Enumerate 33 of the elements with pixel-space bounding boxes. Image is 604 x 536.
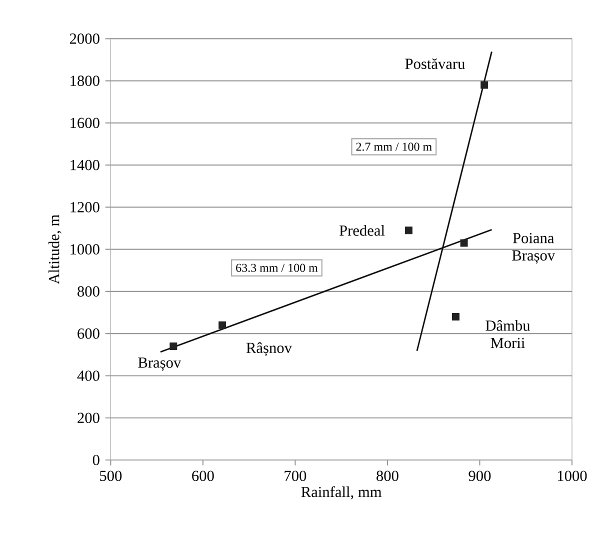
y-tick-label: 800 [78, 286, 100, 297]
point [170, 342, 178, 350]
y-tick-label: 1000 [70, 244, 100, 254]
annotation: 63.3 mm / 100 m [236, 264, 318, 272]
series-label: Predeal [339, 224, 385, 236]
y-tick-label: 200 [78, 412, 100, 424]
y-tick-label: 1200 [70, 202, 100, 212]
x-tick-label: 900 [468, 470, 491, 482]
text: Poiana Brașov [512, 232, 556, 264]
x-tick-label: 700 [284, 470, 306, 482]
x-tick-label: 500 [100, 470, 122, 482]
y-tick-label: 1600 [70, 118, 100, 128]
x-tick-label: 1000 [558, 470, 587, 482]
y-axis-title: Altitude, m [48, 214, 62, 284]
point [460, 239, 468, 247]
series-label: Dâmbu Morii [486, 320, 530, 348]
y-tick-label: 1400 [70, 160, 100, 170]
annotation: 2.7 mm / 100 m [356, 142, 432, 151]
series-label: Brașov [138, 358, 182, 371]
point [218, 321, 226, 329]
y-tick-label: 400 [77, 370, 100, 381]
x-tick-label: 800 [376, 470, 398, 482]
point [452, 313, 460, 320]
x-tick-label: 600 [192, 470, 214, 482]
x-axis-title: Rainfall, mm [301, 486, 382, 500]
y-tick-label: 2000 [70, 34, 100, 44]
y-tick-label: 0 [92, 454, 100, 466]
series-label: Râșnov [246, 342, 292, 356]
point [404, 226, 412, 234]
y-tick-label: 600 [78, 328, 100, 339]
y-tick-label: 1800 [70, 76, 100, 86]
series-label: Postăvaru [405, 58, 465, 69]
point [480, 81, 488, 89]
